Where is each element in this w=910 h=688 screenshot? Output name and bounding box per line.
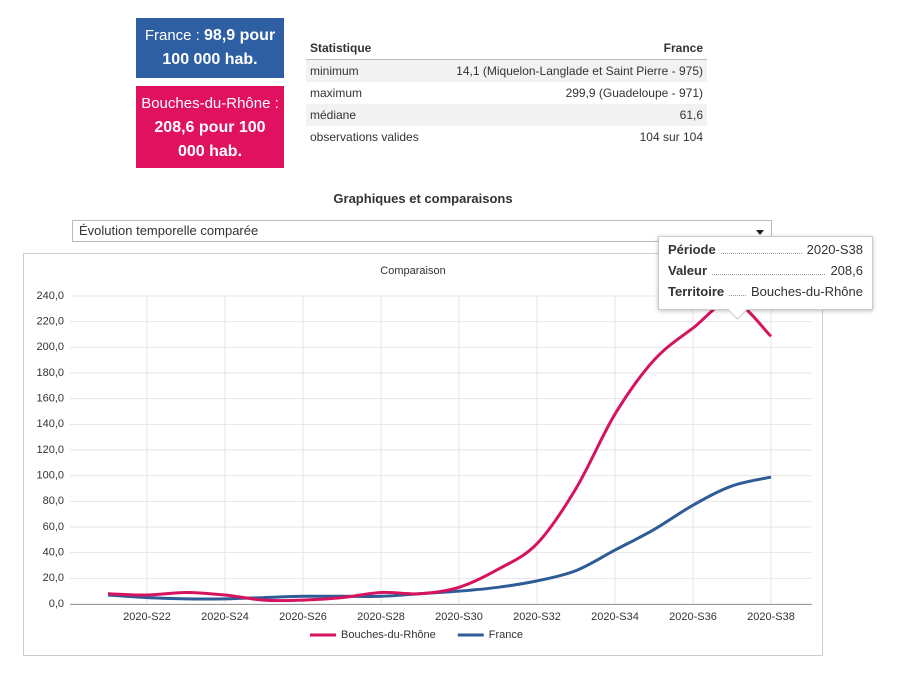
tooltip-row: Territoire Bouches-du-Rhône xyxy=(668,284,863,305)
chart-frame xyxy=(23,253,823,656)
y-tick-label: 60,0 xyxy=(43,521,64,533)
table-cell: maximum xyxy=(310,86,363,100)
y-tick-label: 100,0 xyxy=(36,470,64,482)
table-cell: 299,9 (Guadeloupe - 971) xyxy=(565,86,703,100)
y-tick-label: 220,0 xyxy=(36,316,64,328)
x-tick-label: 2020-S30 xyxy=(435,611,483,623)
tooltip-key: Valeur xyxy=(668,263,708,278)
y-tick-label: 200,0 xyxy=(36,341,64,353)
tooltip-leader xyxy=(729,295,746,296)
section-title: Graphiques et comparaisons xyxy=(333,191,513,206)
table-row: observations valides 104 sur 104 xyxy=(306,126,707,148)
legend-label: Bouches-du-Rhône xyxy=(341,629,436,641)
tooltip-leader xyxy=(712,274,826,275)
chart-select[interactable]: Évolution temporelle comparée xyxy=(72,220,772,242)
chart-title: Comparaison xyxy=(380,265,445,277)
y-tick-label: 80,0 xyxy=(43,495,64,507)
table-row: maximum 299,9 (Guadeloupe - 971) xyxy=(306,82,707,104)
x-tick-label: 2020-S22 xyxy=(123,611,171,623)
territory-card: Bouches-du-Rhône : 208,6 pour 100 000 ha… xyxy=(136,86,284,168)
tooltip: Période 2020-S38 Valeur 208,6 Territoire Bouc… xyxy=(658,236,873,310)
tooltip-value: 2020-S38 xyxy=(806,242,863,257)
legend-label: France xyxy=(489,629,523,641)
card-value: 98,9 pour 100 000 hab. xyxy=(162,27,276,68)
y-tick-label: 20,0 xyxy=(43,572,64,584)
stats-table: Statistique France minimum 14,1 (Miquelon-… xyxy=(306,37,707,148)
table-cell: 104 sur 104 xyxy=(639,130,703,144)
table-cell: 14,1 (Miquelon-Langlade et Saint Pierre … xyxy=(431,59,707,82)
tooltip-key: Période xyxy=(668,242,716,257)
y-tick-label: 40,0 xyxy=(43,547,64,559)
y-tick-label: 0,0 xyxy=(49,598,64,610)
card-label: France : xyxy=(144,27,200,44)
x-tick-label: 2020-S28 xyxy=(357,611,405,623)
table-row: minimum 14,1 (Miquelon-Langlade et Saint … xyxy=(306,59,707,82)
table-header: France xyxy=(431,37,707,60)
france-card: France : 98,9 pour 100 000 hab. xyxy=(136,18,284,78)
x-tick-label: 2020-S24 xyxy=(201,611,249,623)
x-tick-label: 2020-S32 xyxy=(513,611,561,623)
x-tick-label: 2020-S36 xyxy=(669,611,717,623)
x-tick-label: 2020-S34 xyxy=(591,611,639,623)
tooltip-value: 208,6 xyxy=(830,263,863,278)
y-tick-label: 240,0 xyxy=(36,290,64,302)
tooltip-leader xyxy=(720,253,802,254)
tooltip-row: Valeur 208,6 xyxy=(668,263,863,284)
tooltip-value: Bouches-du-Rhône xyxy=(750,284,863,299)
y-tick-label: 140,0 xyxy=(36,418,64,430)
card-label: Bouches-du-Rhône : xyxy=(141,95,279,112)
card-value: 208,6 pour 100 000 hab. xyxy=(154,119,266,160)
x-tick-label: 2020-S26 xyxy=(279,611,327,623)
y-tick-label: 160,0 xyxy=(36,393,64,405)
series-line xyxy=(107,299,773,603)
y-tick-label: 120,0 xyxy=(36,444,64,456)
tooltip-row: Période 2020-S38 xyxy=(668,242,863,263)
table-cell: observations valides xyxy=(310,130,419,144)
table-cell: minimum xyxy=(306,59,432,82)
table-header: Statistique xyxy=(306,37,432,60)
table-cell: 61,6 xyxy=(431,104,707,126)
tooltip-key: Territoire xyxy=(668,284,725,299)
table-row: médiane 61,6 xyxy=(306,104,707,126)
table-cell: médiane xyxy=(306,104,432,126)
y-tick-label: 180,0 xyxy=(36,367,64,379)
x-tick-label: 2020-S38 xyxy=(747,611,795,623)
